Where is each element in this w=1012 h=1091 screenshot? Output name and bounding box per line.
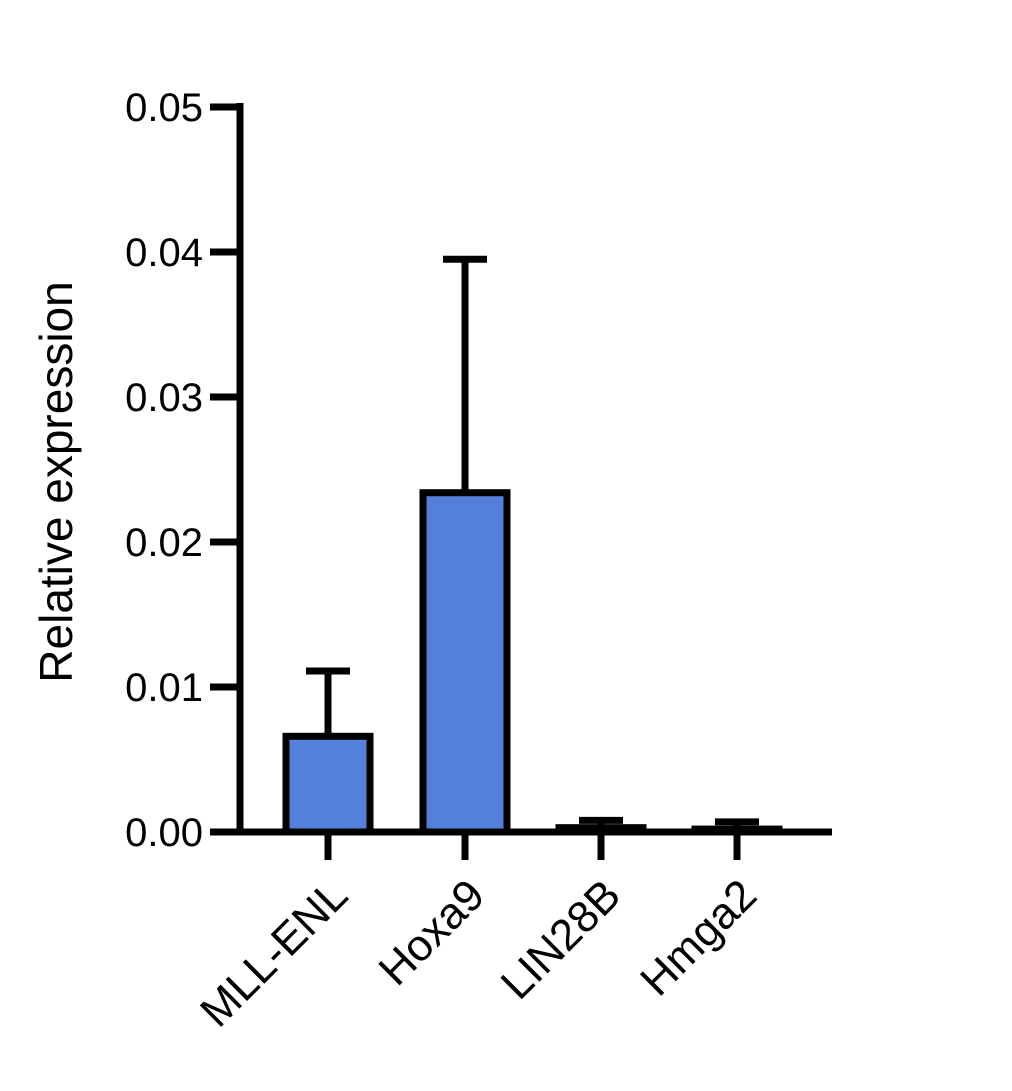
y-tick-label: 0.03 [125,376,203,420]
y-tick-label: 0.01 [125,666,203,710]
x-tick-label: Hoxa9 [369,870,494,995]
y-tick-label: 0.02 [125,521,203,565]
y-tick-label: 0.00 [125,811,203,855]
y-tick-label: 0.04 [125,231,203,275]
bar-hoxa9 [419,489,511,836]
x-tick-label: MLL-ENL [191,870,357,1036]
bar-mll-enl [282,732,374,836]
plot-area: 0.00 0.01 0.02 0.03 0.04 0.05 MLL-ENL Hoxa9LIN2… [125,86,832,1036]
x-tick-label: LIN28B [492,870,630,1008]
x-tick-label: Hmga2 [631,870,766,1005]
y-tick-label: 0.05 [125,86,203,130]
y-axis-title: Relative expression [30,281,82,682]
